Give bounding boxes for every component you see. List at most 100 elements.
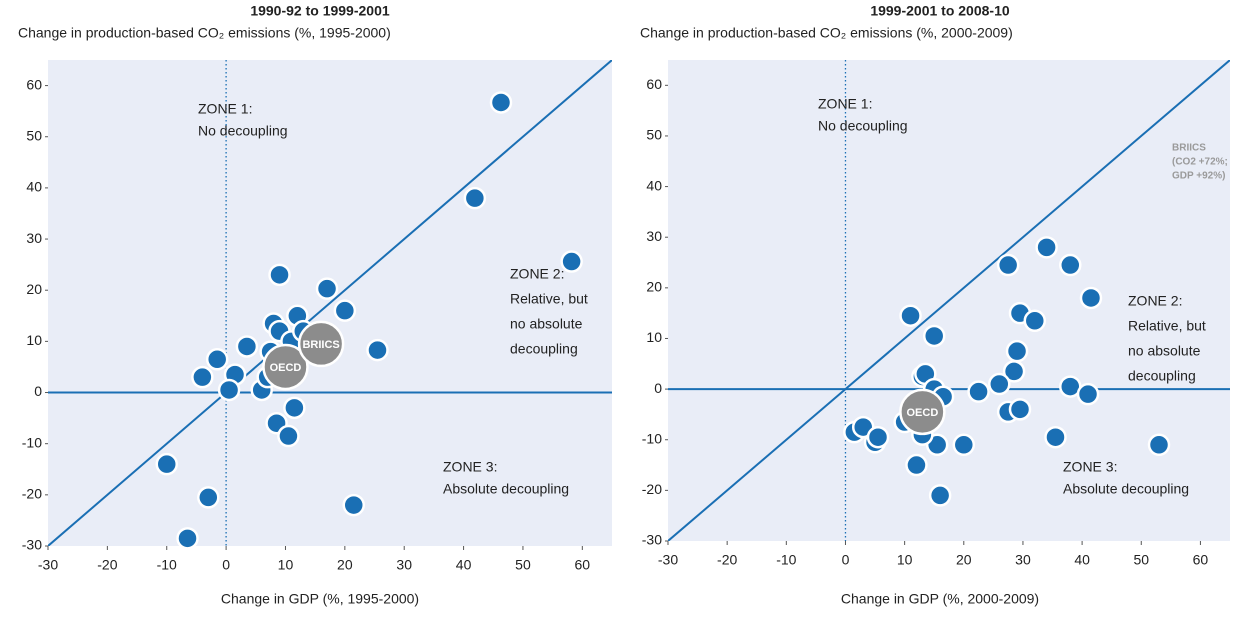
x-tick-label: 30 (1015, 552, 1031, 568)
point (191, 365, 214, 389)
y-tick-label: -30 (22, 537, 42, 553)
y-tick-label: 10 (646, 329, 662, 345)
annotation: ZONE 2: (1128, 293, 1182, 309)
y-tick-label: 50 (646, 127, 662, 143)
annotation: ZONE 1: (818, 96, 872, 112)
point (866, 425, 890, 449)
x-tick-label: 0 (222, 557, 230, 573)
point (268, 263, 291, 287)
x-tick-label: -20 (717, 552, 737, 568)
point (1059, 253, 1082, 277)
annotation: GDP +92%) (1172, 171, 1225, 182)
annotation: No decoupling (818, 118, 908, 134)
point-label: BRIICS (302, 339, 339, 351)
y-tick-label: 60 (646, 76, 662, 92)
y-tick-label: -20 (642, 481, 662, 497)
annotation: No decoupling (198, 123, 288, 139)
x-tick-label: 50 (515, 557, 531, 573)
x-tick-label: 10 (897, 552, 913, 568)
y-tick-label: 20 (26, 281, 42, 297)
y-axis-label: Change in production-based CO₂ emissions… (640, 25, 1013, 41)
x-tick-label: 50 (1133, 552, 1149, 568)
annotation: ZONE 1: (198, 101, 252, 117)
x-tick-label: 30 (396, 557, 412, 573)
chart-title: 1990-92 to 1999-2001 (250, 3, 390, 19)
x-tick-label: 40 (456, 557, 472, 573)
y-tick-label: 20 (646, 279, 662, 295)
annotation: no absolute (510, 316, 583, 332)
y-tick-label: -30 (642, 532, 662, 548)
y-axis-label: Change in production-based CO₂ emissions… (18, 25, 391, 41)
y-tick-label: 40 (26, 179, 42, 195)
point (205, 348, 229, 371)
y-tick-label: -10 (22, 434, 42, 450)
point (235, 335, 259, 358)
point (333, 299, 357, 322)
point (967, 380, 990, 403)
annotation: decoupling (1128, 368, 1196, 384)
point (899, 304, 922, 327)
point (1002, 360, 1026, 383)
point (489, 91, 513, 114)
x-tick-label: -10 (157, 557, 177, 573)
point (283, 396, 306, 420)
point (922, 324, 946, 348)
point (1044, 425, 1067, 449)
x-tick-label: 20 (956, 552, 972, 568)
point (366, 338, 389, 362)
points: OECD (843, 236, 1171, 507)
point (1005, 339, 1029, 363)
point (342, 493, 365, 517)
annotation: no absolute (1128, 343, 1201, 359)
point (176, 527, 199, 550)
x-tick-label: 10 (278, 557, 294, 573)
point (1023, 309, 1047, 333)
point (928, 484, 952, 507)
annotation: BRIICS (1172, 143, 1206, 154)
diagonal-line (668, 60, 1230, 541)
point (905, 453, 928, 477)
annotation: Absolute decoupling (1063, 481, 1189, 497)
point (988, 372, 1011, 396)
x-axis-label: Change in GDP (%, 1995-2000) (221, 591, 419, 607)
y-tick-label: 0 (654, 380, 662, 396)
x-tick-label: -30 (38, 557, 58, 573)
chart-title: 1999-2001 to 2008-10 (870, 3, 1010, 19)
diagonal-line (48, 60, 612, 546)
y-tick-label: 40 (646, 177, 662, 193)
point (463, 186, 487, 210)
chart: 1990-92 to 1999-2001 Change in production… (18, 3, 612, 607)
y-tick-label: 60 (26, 76, 42, 92)
point (155, 452, 178, 476)
y-tick-label: 0 (34, 383, 42, 399)
point (1147, 433, 1171, 457)
point (277, 424, 300, 448)
aggregate-point (297, 320, 345, 368)
x-tick-label: 60 (575, 557, 591, 573)
annotation: Relative, but (510, 291, 588, 307)
point (560, 250, 583, 273)
x-tick-label: 20 (337, 557, 353, 573)
point-label: OECD (270, 362, 302, 374)
y-tick-label: 50 (26, 127, 42, 143)
x-tick-label: -30 (658, 552, 678, 568)
x-tick-label: -10 (776, 552, 796, 568)
annotation: ZONE 3: (1063, 459, 1117, 475)
x-axis-label: Change in GDP (%, 2000-2009) (841, 591, 1039, 607)
y-tick-label: 30 (26, 230, 42, 246)
point (952, 433, 976, 457)
point (315, 277, 339, 300)
y-tick-label: -10 (642, 430, 662, 446)
annotation: ZONE 2: (510, 266, 564, 282)
annotation: decoupling (510, 341, 578, 357)
chart: 1999-2001 to 2008-10 Change in production… (640, 3, 1230, 607)
y-tick-label: 10 (26, 332, 42, 348)
annotation: Relative, but (1128, 318, 1206, 334)
point (1079, 286, 1103, 310)
y-tick-label: 30 (646, 228, 662, 244)
annotation: Absolute decoupling (443, 481, 569, 497)
reference-lines (48, 60, 612, 546)
x-tick-label: 40 (1074, 552, 1090, 568)
